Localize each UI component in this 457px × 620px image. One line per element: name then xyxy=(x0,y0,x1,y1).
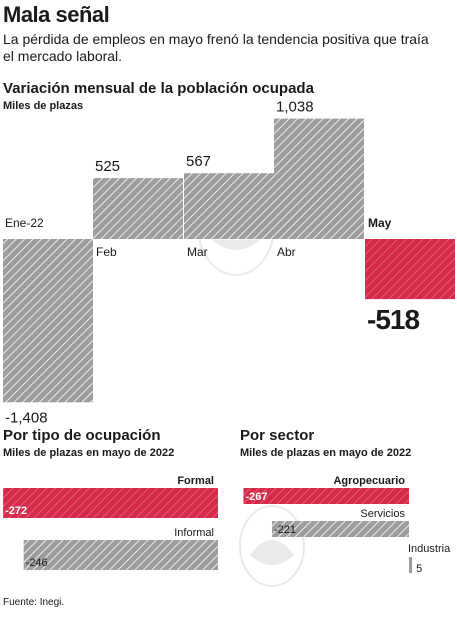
category-label-mar: Mar xyxy=(187,245,208,259)
monthly-chart-title: Variación mensual de la población ocupad… xyxy=(3,80,314,97)
value-label-agropecuario: -267 xyxy=(245,491,267,503)
category-label-may: May xyxy=(368,216,392,230)
bar-may xyxy=(365,239,455,300)
bar-feb xyxy=(93,178,183,239)
chart-title: Mala señal xyxy=(3,2,110,27)
source-note: Fuente: Inegi. xyxy=(3,597,65,608)
category-label-servicios: Servicios xyxy=(360,508,405,520)
monthly-bar-chart: Ene-22 -1,408 Feb 525 Mar 567 Abr 1,038 May -518 xyxy=(0,99,457,426)
bar-formal xyxy=(3,488,219,518)
value-label-may: -518 xyxy=(367,304,419,335)
value-label-servicios: -221 xyxy=(274,524,296,536)
value-label-formal: -272 xyxy=(5,505,27,517)
category-label-abr: Abr xyxy=(277,245,296,259)
category-label-informal: Informal xyxy=(174,527,214,539)
category-label-ene-22: Ene-22 xyxy=(5,216,44,230)
value-label-feb: 525 xyxy=(95,158,120,175)
sector-chart-title: Por sector xyxy=(240,427,315,444)
value-label-industria: 5 xyxy=(416,563,422,575)
occupation-chart-subtitle: Miles de plazas en mayo de 2022 xyxy=(3,447,175,459)
bar-ene-22 xyxy=(3,239,93,403)
category-label-agropecuario: Agropecuario xyxy=(333,475,405,487)
bar-mar xyxy=(184,173,274,239)
bar-servicios xyxy=(271,521,409,537)
monthly-chart-subtitle: Miles de plazas xyxy=(3,100,84,112)
value-label-ene-22: -1,408 xyxy=(5,409,48,426)
sector-bar-chart: Agropecuario -267 Servicios -221 Industria 5 xyxy=(243,475,451,575)
bar-agropecuario xyxy=(243,488,409,504)
category-label-industria: Industria xyxy=(408,543,451,555)
sector-chart-subtitle: Miles de plazas en mayo de 2022 xyxy=(240,447,412,459)
value-label-abr: 1,038 xyxy=(276,99,314,116)
chart-subtitle: La pérdida de empleos en mayo frenó la t… xyxy=(3,31,429,64)
value-label-mar: 567 xyxy=(186,153,211,170)
category-label-feb: Feb xyxy=(96,245,117,259)
bar-abr xyxy=(274,118,364,239)
bar-industria xyxy=(409,557,413,573)
bar-informal xyxy=(23,540,218,570)
occupation-bar-chart: Formal -272 Informal -246 xyxy=(3,475,219,570)
value-label-informal: -246 xyxy=(26,557,48,569)
category-label-formal: Formal xyxy=(177,475,214,487)
occupation-chart-title: Por tipo de ocupación xyxy=(3,427,161,444)
